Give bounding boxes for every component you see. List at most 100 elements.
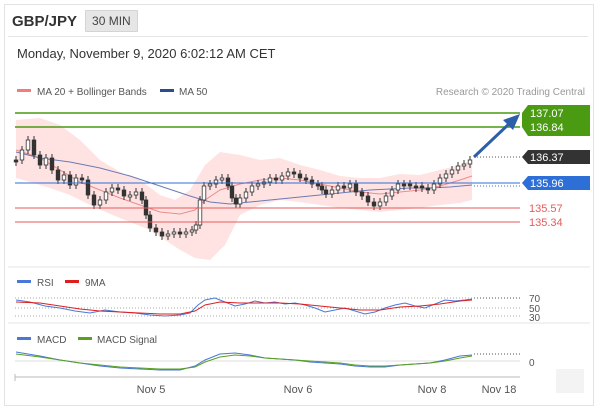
- candle-down: [425, 187, 431, 191]
- candle-up: [431, 183, 437, 191]
- candle-down: [297, 173, 303, 179]
- candle-down: [341, 185, 347, 189]
- candle-up: [97, 199, 103, 206]
- candle-up: [109, 187, 115, 193]
- candle-down: [91, 194, 97, 206]
- candle-up: [73, 177, 79, 186]
- candle-up: [207, 183, 213, 187]
- candle-up: [389, 189, 395, 197]
- candle-down: [407, 183, 413, 187]
- pivot-tag: [522, 176, 590, 190]
- resistance-tag: [522, 105, 590, 136]
- candle-down: [13, 159, 19, 163]
- candle-down: [139, 191, 145, 201]
- candle-down: [225, 177, 231, 187]
- ma50-line: [15, 151, 473, 205]
- candle-down: [419, 185, 425, 189]
- candle-down: [121, 189, 127, 197]
- chart-header: GBP/JPY 30 MIN: [6, 8, 138, 34]
- candle-up: [19, 149, 25, 161]
- resistance-2-value: 137.07: [530, 108, 564, 120]
- candle-down: [115, 187, 121, 191]
- x-label-nov5: Nov 5: [137, 384, 166, 396]
- support-1-value: 135.57: [529, 203, 563, 215]
- candle-down: [233, 197, 239, 205]
- candle-up: [437, 177, 443, 185]
- candle-down: [291, 171, 297, 175]
- candle-up: [193, 224, 199, 231]
- candle-up: [443, 173, 449, 179]
- candle-down: [177, 231, 183, 235]
- candle-down: [31, 139, 37, 156]
- candle-down: [303, 177, 309, 181]
- ma20-line: [15, 149, 473, 215]
- candle-up: [243, 191, 249, 199]
- candle-up: [213, 179, 219, 185]
- macd-signal-legend-label: MACD Signal: [97, 335, 157, 346]
- x-label-nov18: Nov 18: [482, 384, 517, 396]
- candle-up: [335, 185, 341, 191]
- rsi-tick-30: 30: [529, 313, 541, 324]
- candle-up: [165, 233, 171, 237]
- forecast-arrow-head: [503, 114, 520, 130]
- candle-up: [455, 165, 461, 171]
- x-label-nov8: Nov 8: [418, 384, 447, 396]
- candle-down: [359, 191, 365, 197]
- candle-up: [267, 177, 273, 183]
- macd-legend-label: MACD: [37, 335, 66, 346]
- candle-up: [329, 189, 335, 195]
- candle-up: [449, 169, 455, 175]
- rsi-tick-70: 70: [529, 294, 541, 305]
- candle-up: [171, 231, 177, 235]
- ma50-legend-label: MA 50: [179, 87, 208, 98]
- ma50-legend-swatch: [160, 89, 174, 92]
- candle-up: [279, 175, 285, 181]
- rsi-ma-line: [15, 299, 473, 315]
- resistance-1-value: 136.84: [530, 122, 564, 134]
- candle-down: [55, 169, 61, 181]
- candle-down: [401, 183, 407, 187]
- candle-down: [323, 189, 329, 195]
- support-2-value: 135.34: [529, 217, 563, 229]
- candle-down: [159, 231, 165, 237]
- candle-down: [67, 174, 73, 186]
- candle-up: [133, 191, 139, 196]
- candle-up: [201, 185, 207, 201]
- candle-down: [413, 185, 419, 189]
- candle-down: [365, 195, 371, 203]
- candle-down: [229, 185, 235, 199]
- candle-up: [237, 197, 243, 205]
- macd-signal-line: [15, 353, 473, 370]
- forecast-arrow-shaft: [472, 120, 513, 159]
- candle-up: [249, 185, 255, 193]
- interval-badge[interactable]: 30 MIN: [85, 10, 138, 32]
- ma20-legend-swatch: [17, 89, 31, 92]
- macd-legend-swatch: [17, 337, 31, 340]
- candle-up: [183, 231, 189, 235]
- candle-up: [219, 177, 225, 181]
- candle-up: [377, 201, 383, 207]
- ma20-legend-label: MA 20 + Bollinger Bands: [37, 87, 147, 98]
- candle-up: [197, 199, 203, 226]
- rsi-tick-50: 50: [529, 304, 541, 315]
- candle-down: [49, 157, 55, 171]
- candle-down: [315, 183, 321, 187]
- macd-signal-legend-swatch: [78, 337, 92, 340]
- candle-up: [25, 139, 31, 151]
- candle-down: [273, 177, 279, 181]
- candle-up: [467, 159, 473, 165]
- candle-up: [127, 194, 133, 198]
- last-price-tag: [522, 150, 590, 164]
- candle-up: [255, 183, 261, 187]
- bollinger-band: [16, 118, 472, 260]
- rsi-ma-legend-label: 9MA: [85, 278, 106, 289]
- x-label-nov6: Nov 6: [284, 384, 313, 396]
- last-price-value: 136.37: [530, 152, 564, 164]
- candle-up: [347, 183, 353, 189]
- candle-up: [189, 229, 195, 233]
- candle-up: [61, 174, 67, 181]
- candle-down: [37, 154, 43, 166]
- rsi-legend-swatch: [17, 280, 31, 283]
- header-divider: [8, 36, 588, 37]
